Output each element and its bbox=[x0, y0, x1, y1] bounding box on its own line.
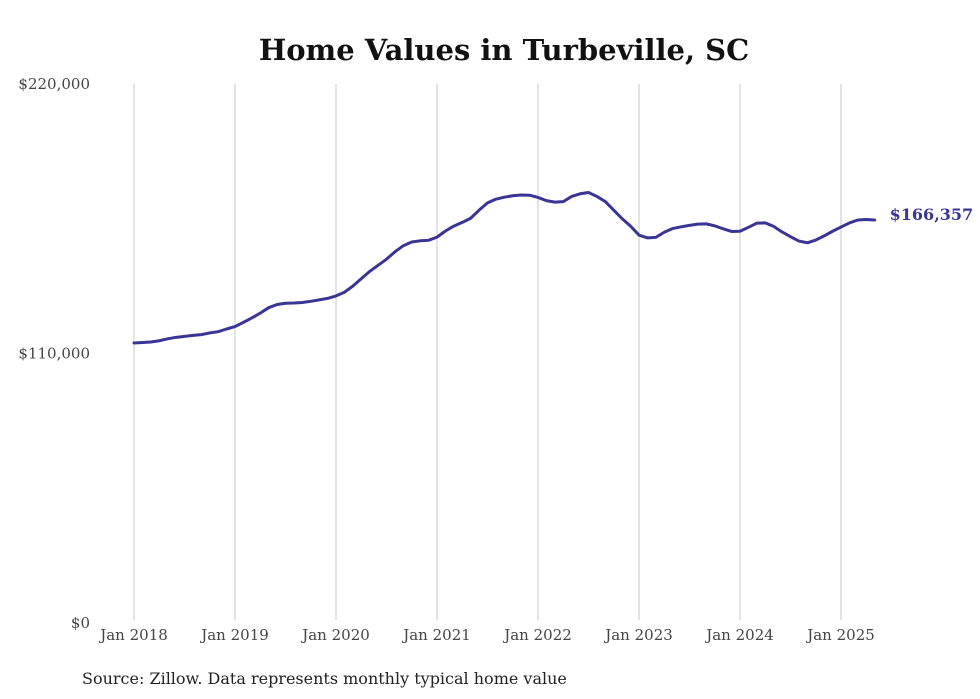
vertical-gridlines bbox=[133, 84, 842, 620]
source-note: Source: Zillow. Data represents monthly … bbox=[82, 669, 567, 688]
end-value-label: $166,357 bbox=[890, 205, 974, 224]
x-tick-label: Jan 2023 bbox=[603, 626, 673, 644]
y-tick-label: $0 bbox=[71, 614, 90, 632]
x-tick-label: Jan 2025 bbox=[805, 626, 875, 644]
x-tick-label: Jan 2024 bbox=[704, 626, 774, 644]
x-axis-tick-labels: Jan 2018 Jan 2019 Jan 2020 Jan 2021 Jan 2022… bbox=[98, 626, 875, 644]
chart-title: Home Values in Turbeville, SC bbox=[259, 33, 749, 67]
y-tick-label: $220,000 bbox=[18, 75, 90, 93]
x-tick-label: Jan 2022 bbox=[502, 626, 572, 644]
series-line-home-value bbox=[132, 191, 877, 345]
x-tick-label: Jan 2020 bbox=[300, 626, 370, 644]
x-tick-label: Jan 2019 bbox=[199, 626, 269, 644]
y-axis-tick-labels: $0 $110,000 $220,000 bbox=[18, 75, 90, 632]
x-tick-label: Jan 2021 bbox=[401, 626, 471, 644]
x-tick-label: Jan 2018 bbox=[98, 626, 168, 644]
y-tick-label: $110,000 bbox=[18, 345, 90, 363]
